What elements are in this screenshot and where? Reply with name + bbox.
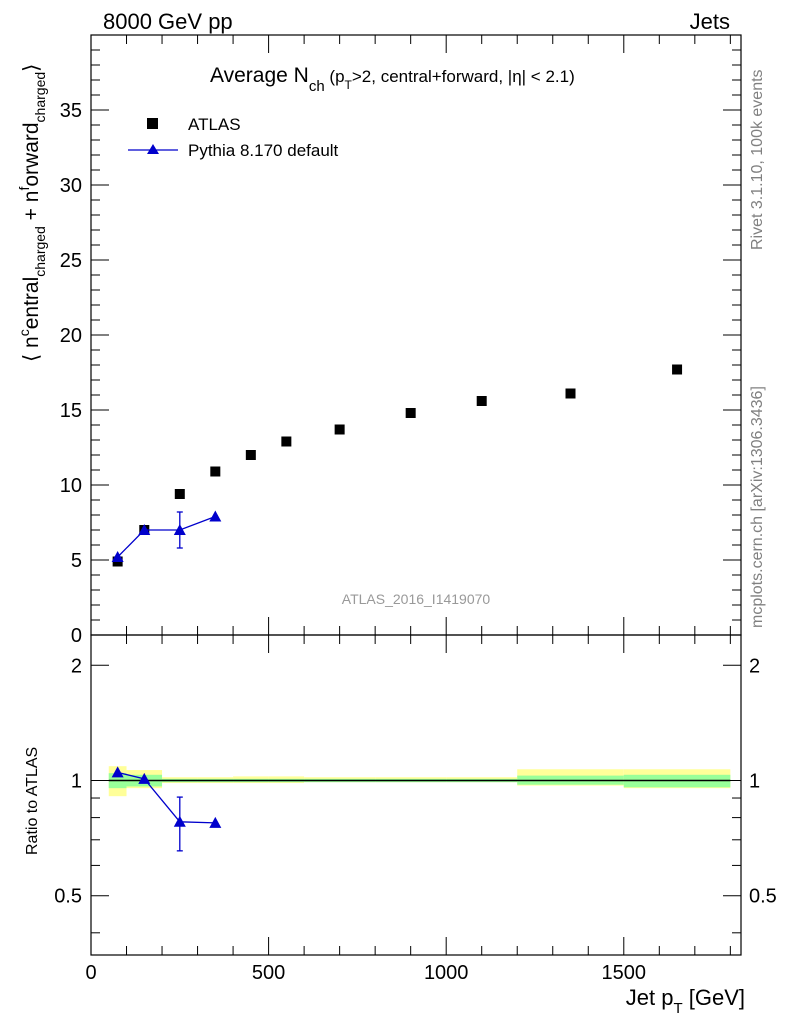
legend: ATLAS Pythia 8.170 default xyxy=(128,115,339,160)
main-x-ticks xyxy=(90,35,731,635)
rivet-label: Rivet 3.1.10, 100k events xyxy=(749,69,766,250)
main-y-tick-label: 30 xyxy=(60,175,82,197)
main-y-tick-label: 10 xyxy=(60,475,82,497)
ratio-y-axis: 0.5 0.5 1 1 2 2 xyxy=(54,655,777,934)
atlas-point xyxy=(245,450,256,460)
x-axis-label: Jet pT [GeV] xyxy=(626,985,745,1017)
main-y-tick-label: 0 xyxy=(71,625,82,647)
energy-label: 8000 GeV pp xyxy=(103,9,233,34)
ylabel-plus: + n xyxy=(20,191,43,227)
atlas-point xyxy=(565,388,576,399)
atlas-point xyxy=(476,396,487,406)
main-y-axis: 0 5 10 15 20 25 30 35 xyxy=(60,49,741,647)
atlas-point xyxy=(405,408,416,418)
mc-line xyxy=(117,515,216,558)
ratio-data-layer xyxy=(111,766,222,852)
ratio-x-axis: 0 500 1000 1500 xyxy=(85,635,731,984)
ylabel-sup1: c xyxy=(16,329,32,336)
ratio-y-tick-label-right: 1 xyxy=(749,771,760,793)
ratio-mc-point xyxy=(138,772,151,784)
x-tick-label: 1500 xyxy=(602,962,647,984)
xlabel-rest: [GeV] xyxy=(683,985,745,1010)
legend-mc-label: Pythia 8.170 default xyxy=(188,141,339,160)
atlas-point xyxy=(281,436,292,447)
plot-title: Average Nch (pT>2, central+forward, |η| … xyxy=(210,64,575,95)
ratio-y-tick-label: 0.5 xyxy=(54,886,82,908)
main-data-layer xyxy=(111,364,683,567)
mcplots-label: mcplots.cern.ch [arXiv:1306.3436] xyxy=(749,386,766,628)
ylabel-sub1: charged xyxy=(32,226,48,277)
main-y-tick-label: 5 xyxy=(71,550,82,572)
ratio-mc-line xyxy=(117,771,216,824)
atlas-point xyxy=(672,364,683,375)
ratio-mc-point xyxy=(173,815,186,827)
legend-mc-marker xyxy=(147,144,159,154)
ratio-y-tick-label: 1 xyxy=(71,771,82,793)
main-panel: 0 5 10 15 20 25 30 35 Average Nch (pT>2, centra… xyxy=(16,34,742,647)
atlas-point xyxy=(210,466,221,477)
ylabel-close: ⟩ xyxy=(20,64,43,72)
ylabel-sup2: f xyxy=(16,187,32,191)
xlabel-main: Jet p xyxy=(626,985,674,1010)
ratio-y-tick-label: 2 xyxy=(71,655,82,677)
ratio-y-label: Ratio to ATLAS xyxy=(24,747,41,855)
title-main: Average N xyxy=(210,64,309,87)
atlas-point xyxy=(174,489,185,499)
ratio-frame xyxy=(90,634,742,956)
legend-atlas-label: ATLAS xyxy=(188,115,241,134)
ratio-mc-point xyxy=(111,766,124,778)
mc-point xyxy=(111,551,124,562)
main-y-label: ⟨ ncentralcharged + nforwardcharged⟩ xyxy=(16,64,48,362)
analysis-id: ATLAS_2016_I1419070 xyxy=(342,591,491,607)
mc-point xyxy=(173,524,186,535)
x-tick-label: 1000 xyxy=(424,962,469,984)
title-main-sub: ch xyxy=(309,78,325,95)
ratio-panel: 0.5 0.5 1 1 2 2 0 500 1000 1500 Ratio to ATLAS J… xyxy=(24,634,777,1017)
ratio-mc-point xyxy=(209,816,222,828)
mc-point xyxy=(138,524,151,535)
x-tick-label: 0 xyxy=(85,962,96,984)
legend-atlas-marker xyxy=(147,118,158,129)
main-y-tick-label: 20 xyxy=(60,325,82,347)
mc-point xyxy=(209,510,222,522)
category-label: Jets xyxy=(690,9,730,34)
ylabel-sub2: charged xyxy=(32,72,48,123)
title-paren-open: (p xyxy=(325,67,345,86)
title-paren-rest: >2, central+forward, |η| < 2.1) xyxy=(352,67,575,86)
ylabel-open: ⟨ n xyxy=(20,336,43,362)
main-y-tick-label: 25 xyxy=(60,250,82,272)
ylabel-rest1: entral xyxy=(20,277,43,330)
ylabel-rest2: orward xyxy=(20,122,43,186)
x-tick-label: 500 xyxy=(252,962,285,984)
ratio-bands xyxy=(108,766,731,797)
title-paren-sub: T xyxy=(345,78,353,92)
ratio-y-tick-label-right: 2 xyxy=(749,655,760,677)
main-y-tick-label: 35 xyxy=(60,100,82,122)
ratio-y-tick-label-right: 0.5 xyxy=(749,886,777,908)
main-y-tick-label: 15 xyxy=(60,400,82,422)
xlabel-sub: T xyxy=(673,1000,682,1017)
atlas-point xyxy=(334,424,345,435)
